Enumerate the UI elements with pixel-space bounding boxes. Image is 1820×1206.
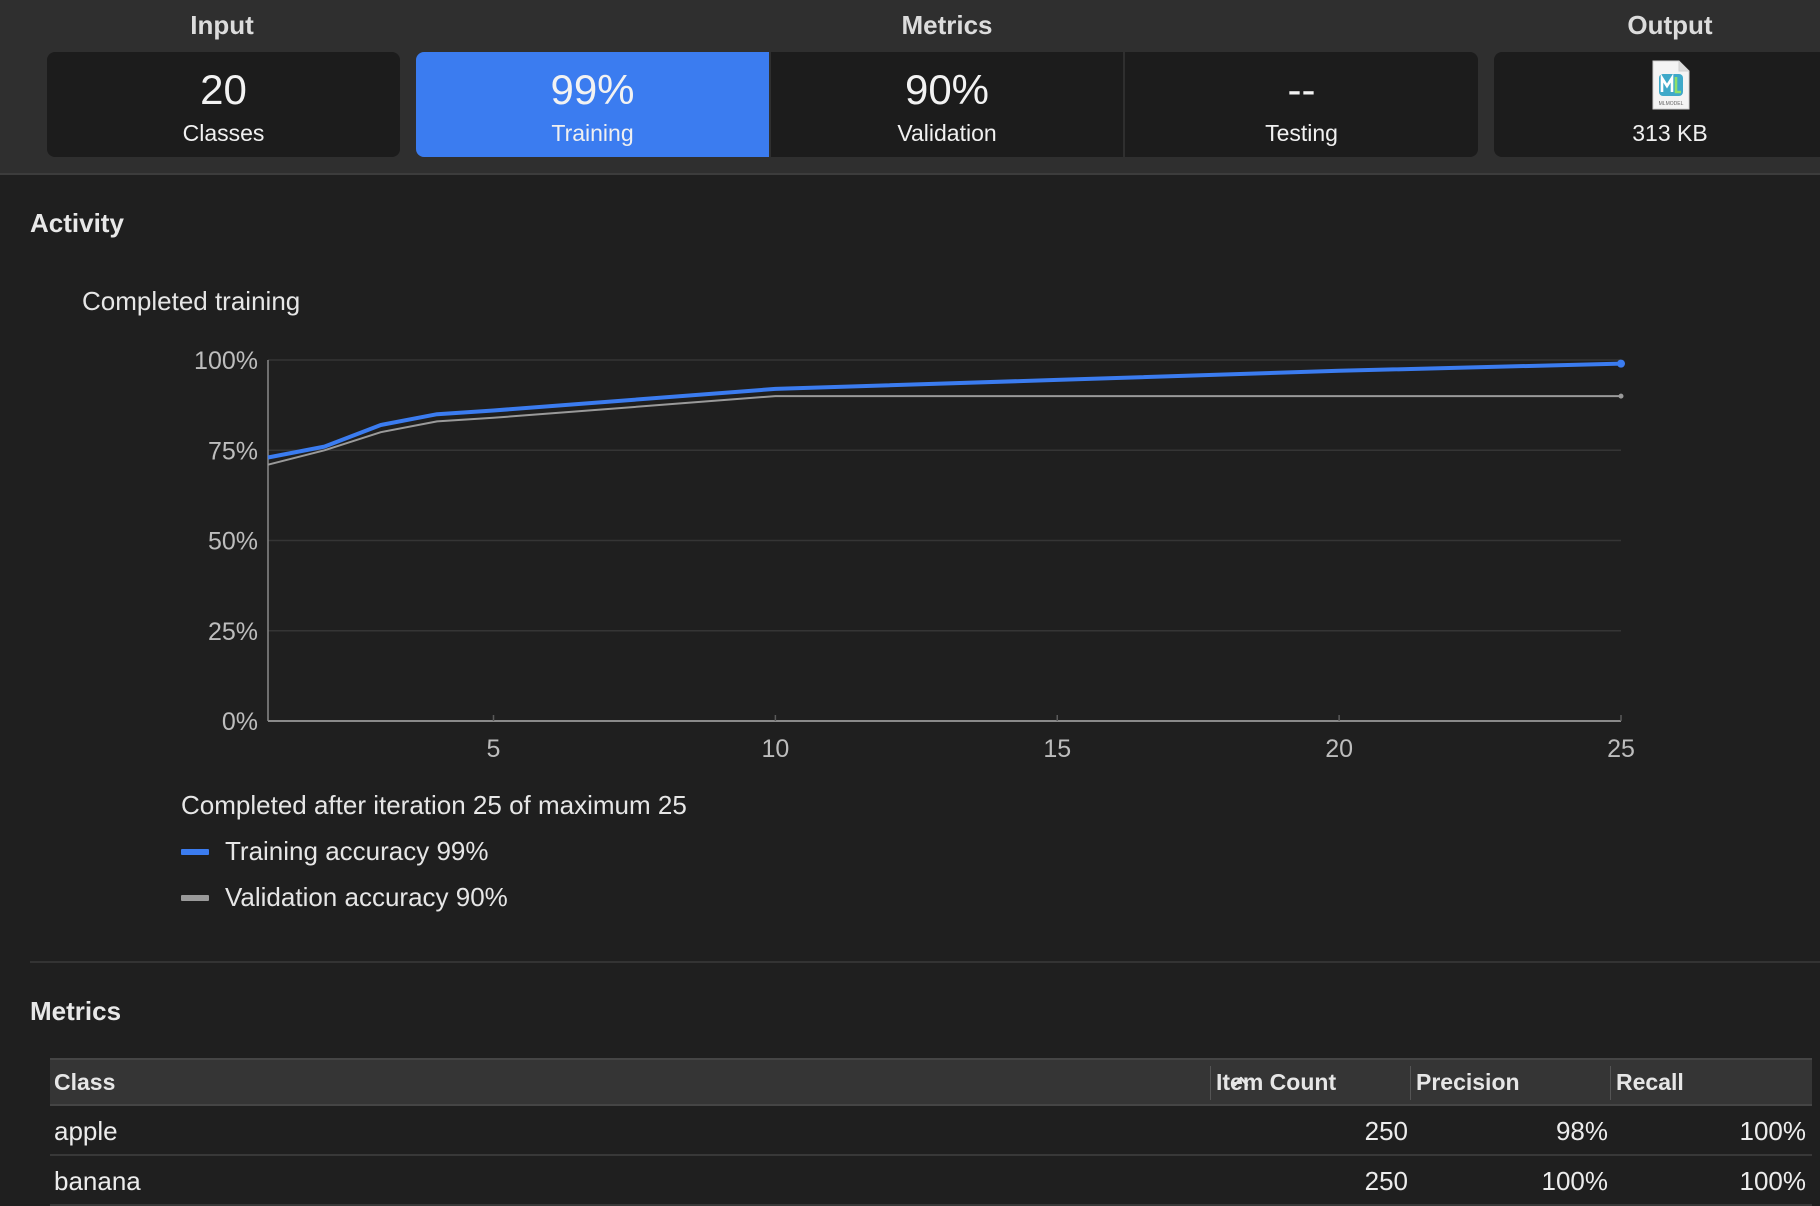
x-tick-label: 25 — [1607, 735, 1635, 763]
sort-ascending-icon[interactable] — [1232, 1074, 1250, 1088]
metrics-section-label: Metrics — [901, 10, 993, 40]
table-row[interactable]: apple 250 98% 100% — [50, 1108, 1812, 1156]
validation-accuracy-value: 90% — [904, 66, 990, 113]
class-name: apple — [54, 1116, 118, 1146]
testing-accuracy-value: -- — [1287, 66, 1316, 113]
training-accuracy-value: 99% — [550, 66, 635, 113]
y-tick-label: 50% — [208, 528, 258, 556]
column-header-item-count[interactable]: Item Count — [1216, 1069, 1337, 1095]
validation-caption: Validation — [897, 120, 997, 146]
validation-legend-label: Validation accuracy 90% — [225, 882, 508, 912]
metrics-table-header: Class Item Count Precision Recall — [50, 1058, 1812, 1106]
training-metric-card[interactable]: 99% Training — [416, 52, 769, 157]
validation-endpoint — [1618, 393, 1624, 399]
validation-metric-card[interactable]: 90% Validation — [771, 52, 1123, 157]
training-caption: Training — [551, 120, 634, 146]
column-divider[interactable] — [1210, 1066, 1211, 1100]
y-tick-label: 75% — [208, 437, 258, 465]
metrics-heading: Metrics — [30, 996, 122, 1026]
input-classes-card[interactable]: 20 Classes — [47, 52, 400, 157]
column-divider[interactable] — [1410, 1066, 1411, 1100]
validation-legend-swatch — [181, 895, 209, 901]
training-accuracy-line — [267, 361, 1622, 460]
validation-accuracy-line — [267, 395, 1621, 466]
classes-caption: Classes — [182, 120, 265, 146]
activity-heading: Activity — [30, 208, 124, 238]
y-tick-label: 100% — [194, 347, 258, 375]
file-icon-text: MLMODEL — [1659, 101, 1684, 107]
summary-bar: Input Metrics Output 20 Classes 99% Trai… — [0, 0, 1820, 175]
training-legend-swatch — [181, 849, 209, 855]
precision: 98% — [1555, 1116, 1608, 1146]
testing-caption: Testing — [1265, 120, 1338, 146]
training-endpoint — [1617, 359, 1625, 368]
metric-divider — [1123, 52, 1125, 157]
testing-metric-card[interactable]: -- Testing — [1125, 52, 1478, 157]
item-count: 250 — [1364, 1116, 1408, 1146]
mlmodel-file-icon: MLMODEL — [1652, 60, 1690, 110]
y-tick-label: 25% — [208, 618, 258, 646]
iteration-summary: Completed after iteration 25 of maximum … — [181, 790, 687, 820]
recall: 100% — [1739, 1116, 1807, 1146]
column-header-recall[interactable]: Recall — [1616, 1069, 1684, 1095]
table-row[interactable]: banana 250 100% 100% — [50, 1158, 1812, 1206]
x-tick-label: 5 — [487, 735, 501, 763]
x-tick-label: 20 — [1325, 735, 1353, 763]
accuracy-chart: 0% 25% 50% 75% 100% 5 10 15 20 25 — [194, 347, 1635, 763]
y-tick-label: 0% — [222, 708, 258, 736]
x-tick-label: 10 — [761, 735, 789, 763]
training-status: Completed training — [82, 286, 301, 316]
classes-count: 20 — [200, 66, 247, 113]
column-divider[interactable] — [1610, 1066, 1611, 1100]
column-header-precision[interactable]: Precision — [1416, 1069, 1520, 1095]
x-tick-label: 15 — [1043, 735, 1071, 763]
section-divider — [30, 961, 1820, 963]
column-header-class[interactable]: Class — [54, 1069, 116, 1095]
output-section-label: Output — [1627, 10, 1713, 40]
training-legend-label: Training accuracy 99% — [225, 836, 489, 866]
input-section-label: Input — [190, 10, 254, 40]
model-size: 313 KB — [1632, 120, 1708, 146]
